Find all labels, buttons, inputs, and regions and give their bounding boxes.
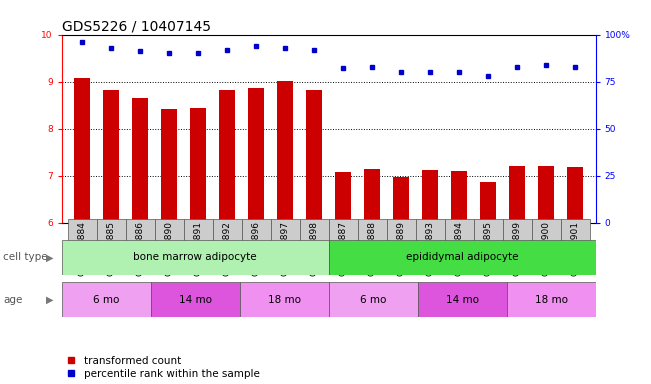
Bar — [329, 219, 358, 269]
Text: GSM635898: GSM635898 — [310, 221, 319, 276]
Bar — [104, 90, 119, 223]
Text: 18 mo: 18 mo — [268, 295, 301, 305]
Bar — [365, 169, 380, 223]
Text: GSM635895: GSM635895 — [484, 221, 493, 276]
Bar — [568, 167, 583, 223]
Text: GSM635884: GSM635884 — [77, 221, 87, 276]
Text: GSM635891: GSM635891 — [194, 221, 202, 276]
Text: GSM635901: GSM635901 — [571, 221, 580, 276]
Text: GDS5226 / 10407145: GDS5226 / 10407145 — [62, 19, 211, 33]
Bar — [393, 177, 409, 223]
Text: GSM635899: GSM635899 — [513, 221, 522, 276]
Text: GSM635890: GSM635890 — [165, 221, 174, 276]
Bar — [190, 108, 206, 223]
Text: GSM635887: GSM635887 — [339, 221, 348, 276]
Bar — [242, 219, 271, 269]
Text: 6 mo: 6 mo — [93, 295, 120, 305]
Bar — [161, 109, 177, 223]
Bar — [96, 219, 126, 269]
Bar — [329, 240, 596, 275]
Legend: transformed count, percentile rank within the sample: transformed count, percentile rank withi… — [67, 356, 260, 379]
Bar — [126, 219, 155, 269]
Bar — [299, 219, 329, 269]
Text: GSM635900: GSM635900 — [542, 221, 551, 276]
Bar — [68, 219, 96, 269]
Bar — [248, 88, 264, 223]
Text: GSM635897: GSM635897 — [281, 221, 290, 276]
Bar — [561, 219, 590, 269]
Bar — [329, 282, 418, 317]
Text: GSM635885: GSM635885 — [107, 221, 116, 276]
Bar — [538, 166, 554, 223]
Text: GSM635888: GSM635888 — [368, 221, 377, 276]
Bar — [445, 219, 474, 269]
Text: epididymal adipocyte: epididymal adipocyte — [406, 252, 518, 262]
Bar — [155, 219, 184, 269]
Text: GSM635896: GSM635896 — [252, 221, 260, 276]
Bar — [151, 282, 240, 317]
Text: 18 mo: 18 mo — [534, 295, 568, 305]
Text: ▶: ▶ — [46, 252, 54, 262]
Text: cell type: cell type — [3, 252, 48, 262]
Bar — [506, 282, 596, 317]
Bar — [62, 282, 151, 317]
Bar — [532, 219, 561, 269]
Bar — [418, 282, 506, 317]
Bar — [509, 166, 525, 223]
Text: 14 mo: 14 mo — [446, 295, 478, 305]
Bar — [219, 89, 235, 223]
Text: bone marrow adipocyte: bone marrow adipocyte — [133, 252, 257, 262]
Bar — [74, 78, 90, 223]
Bar — [480, 182, 496, 223]
Text: GSM635893: GSM635893 — [426, 221, 435, 276]
Text: GSM635889: GSM635889 — [397, 221, 406, 276]
Text: ▶: ▶ — [46, 295, 54, 305]
Bar — [358, 219, 387, 269]
Text: age: age — [3, 295, 23, 305]
Bar — [474, 219, 503, 269]
Bar — [387, 219, 416, 269]
Text: GSM635892: GSM635892 — [223, 221, 232, 276]
Text: GSM635886: GSM635886 — [135, 221, 145, 276]
Bar — [451, 170, 467, 223]
Bar — [503, 219, 532, 269]
Bar — [306, 90, 322, 223]
Bar — [335, 172, 352, 223]
Bar — [240, 282, 329, 317]
Bar — [422, 170, 438, 223]
Bar — [132, 98, 148, 223]
Text: 14 mo: 14 mo — [179, 295, 212, 305]
Bar — [416, 219, 445, 269]
Bar — [271, 219, 299, 269]
Bar — [213, 219, 242, 269]
Bar — [277, 81, 293, 223]
Text: GSM635894: GSM635894 — [455, 221, 464, 276]
Bar — [62, 240, 329, 275]
Bar — [184, 219, 213, 269]
Text: 6 mo: 6 mo — [360, 295, 387, 305]
